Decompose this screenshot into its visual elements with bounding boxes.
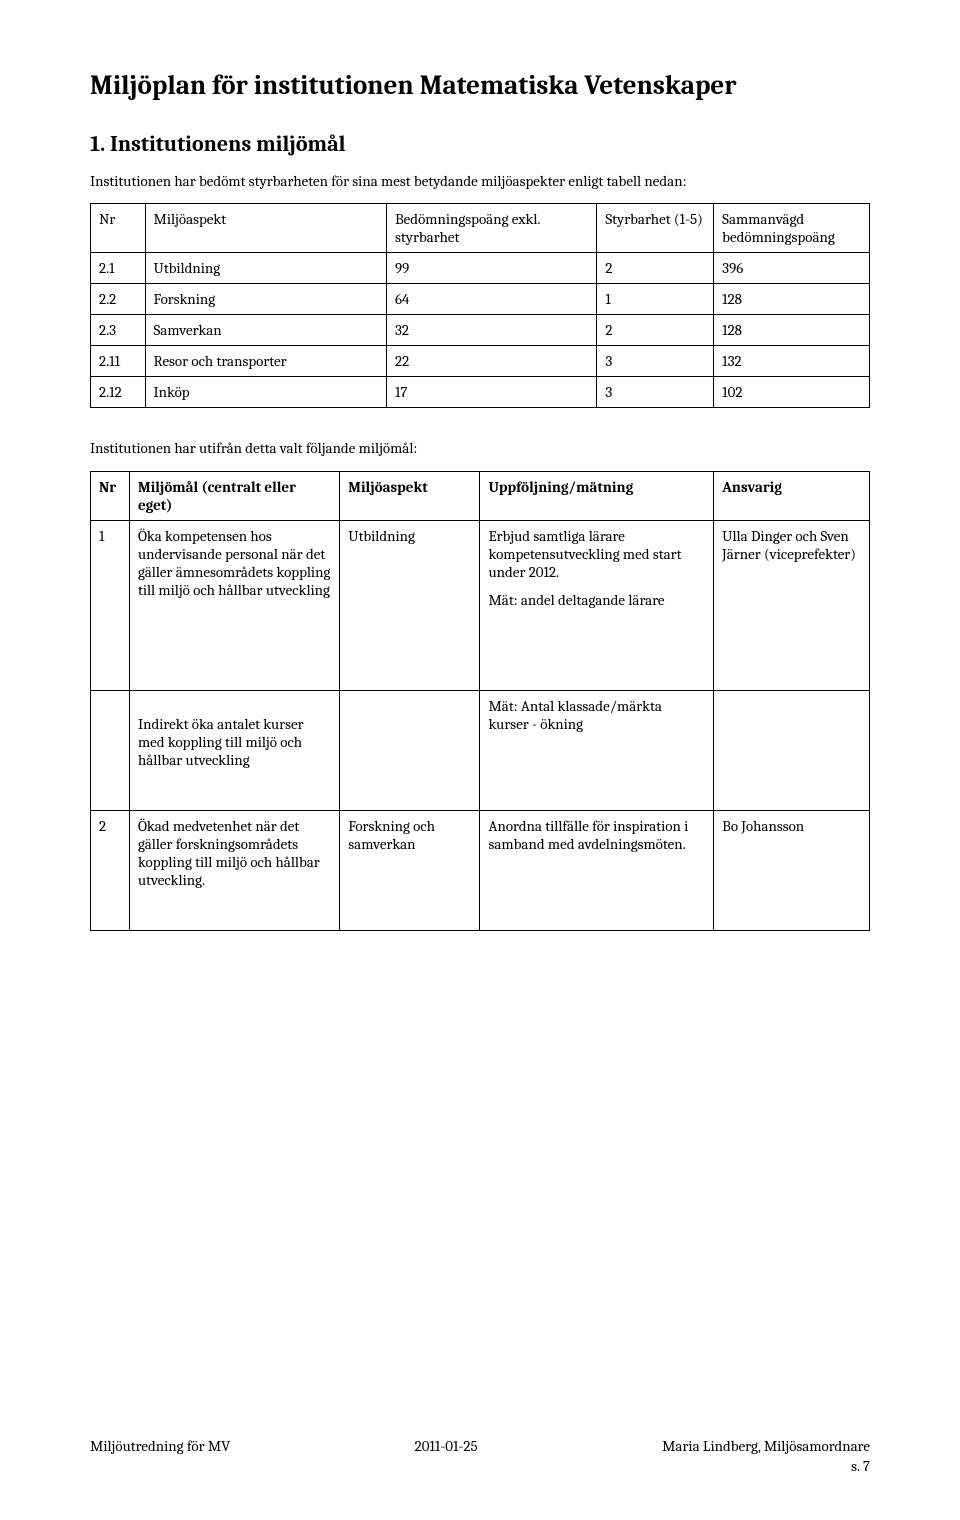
cell-mal: Indirekt öka antalet kurser med koppling…	[129, 690, 339, 810]
cell-ansv	[714, 690, 870, 810]
cell-bed: 22	[387, 346, 597, 377]
cell-aspekt: Forskning och samverkan	[340, 810, 480, 930]
col-header-samm: Sammanvägd bedömningspoäng	[714, 204, 870, 253]
cell-bed: 64	[387, 284, 597, 315]
cell-aspekt	[340, 690, 480, 810]
cell-nr: 1	[91, 520, 130, 690]
cell-styr: 3	[597, 377, 714, 408]
cell-nr: 2.11	[91, 346, 146, 377]
cell-mal: Öka kompetensen hos undervisande persona…	[129, 520, 339, 690]
col-header-mal: Miljömål (centralt eller eget)	[129, 471, 339, 520]
page-title: Miljöplan för institutionen Matematiska …	[90, 70, 870, 101]
footer-center: 2011-01-25	[415, 1437, 478, 1455]
cell-nr: 2.2	[91, 284, 146, 315]
upp-p1: Erbjud samtliga lärare kompetensutveckli…	[488, 527, 705, 581]
cell-bed: 99	[387, 253, 597, 284]
mal-text: Indirekt öka antalet kurser med koppling…	[138, 715, 331, 769]
cell-samm: 128	[714, 284, 870, 315]
table-row: 2.11 Resor och transporter 22 3 132	[91, 346, 870, 377]
table-row: 2.1 Utbildning 99 2 396	[91, 253, 870, 284]
cell-upp: Mät: Antal klassade/märkta kurser - ökni…	[480, 690, 714, 810]
cell-aspect: Forskning	[145, 284, 386, 315]
col-header-nr: Nr	[91, 204, 146, 253]
table-row: 2 Ökad medvetenhet när det gäller forskn…	[91, 810, 870, 930]
cell-nr: 2.12	[91, 377, 146, 408]
col-header-aspekt: Miljöaspekt	[340, 471, 480, 520]
cell-samm: 132	[714, 346, 870, 377]
cell-bed: 32	[387, 315, 597, 346]
footer-row: Miljöutredning för MV 2011-01-25 Maria L…	[90, 1437, 870, 1455]
cell-bed: 17	[387, 377, 597, 408]
col-header-ansv: Ansvarig	[714, 471, 870, 520]
footer-right: Maria Lindberg, Miljösamordnare	[662, 1437, 870, 1455]
table-header-row: Nr Miljömål (centralt eller eget) Miljöa…	[91, 471, 870, 520]
table-row: 2.2 Forskning 64 1 128	[91, 284, 870, 315]
spacer	[138, 697, 331, 715]
between-text: Institutionen har utifrån detta valt föl…	[90, 438, 870, 458]
cell-mal: Ökad medvetenhet när det gäller forsknin…	[129, 810, 339, 930]
cell-upp: Erbjud samtliga lärare kompetensutveckli…	[480, 520, 714, 690]
col-header-styr: Styrbarhet (1-5)	[597, 204, 714, 253]
footer-left: Miljöutredning för MV	[90, 1437, 230, 1455]
cell-aspekt: Utbildning	[340, 520, 480, 690]
cell-nr	[91, 690, 130, 810]
cell-ansv: Ulla Dinger och Sven Järner (viceprefekt…	[714, 520, 870, 690]
col-header-upp: Uppföljning/mätning	[480, 471, 714, 520]
cell-samm: 102	[714, 377, 870, 408]
cell-samm: 128	[714, 315, 870, 346]
section-1-intro: Institutionen har bedömt styrbarheten fö…	[90, 171, 870, 191]
upp-p2: Mät: andel deltagande lärare	[488, 591, 705, 609]
cell-nr: 2.3	[91, 315, 146, 346]
cell-nr: 2	[91, 810, 130, 930]
section-1-heading: 1. Institutionens miljömål	[90, 131, 870, 157]
table-row: 2.12 Inköp 17 3 102	[91, 377, 870, 408]
cell-styr: 1	[597, 284, 714, 315]
spacer	[488, 581, 705, 591]
table-row: Indirekt öka antalet kurser med koppling…	[91, 690, 870, 810]
cell-nr: 2.1	[91, 253, 146, 284]
cell-aspect: Samverkan	[145, 315, 386, 346]
cell-styr: 2	[597, 315, 714, 346]
cell-styr: 2	[597, 253, 714, 284]
cell-aspect: Inköp	[145, 377, 386, 408]
cell-upp: Anordna tillfälle för inspiration i samb…	[480, 810, 714, 930]
table-row: 1 Öka kompetensen hos undervisande perso…	[91, 520, 870, 690]
cell-styr: 3	[597, 346, 714, 377]
page-container: Miljöplan för institutionen Matematiska …	[0, 0, 960, 1520]
col-header-bed: Bedömningspoäng exkl. styrbarhet	[387, 204, 597, 253]
footer-page-number: s. 7	[90, 1457, 870, 1475]
col-header-aspect: Miljöaspekt	[145, 204, 386, 253]
table-header-row: Nr Miljöaspekt Bedömningspoäng exkl. sty…	[91, 204, 870, 253]
col-header-nr: Nr	[91, 471, 130, 520]
page-footer: Miljöutredning för MV 2011-01-25 Maria L…	[90, 1437, 870, 1475]
cell-aspect: Resor och transporter	[145, 346, 386, 377]
table-row: 2.3 Samverkan 32 2 128	[91, 315, 870, 346]
goals-table: Nr Miljömål (centralt eller eget) Miljöa…	[90, 471, 870, 931]
cell-ansv: Bo Johansson	[714, 810, 870, 930]
cell-samm: 396	[714, 253, 870, 284]
assessment-table: Nr Miljöaspekt Bedömningspoäng exkl. sty…	[90, 203, 870, 408]
cell-aspect: Utbildning	[145, 253, 386, 284]
